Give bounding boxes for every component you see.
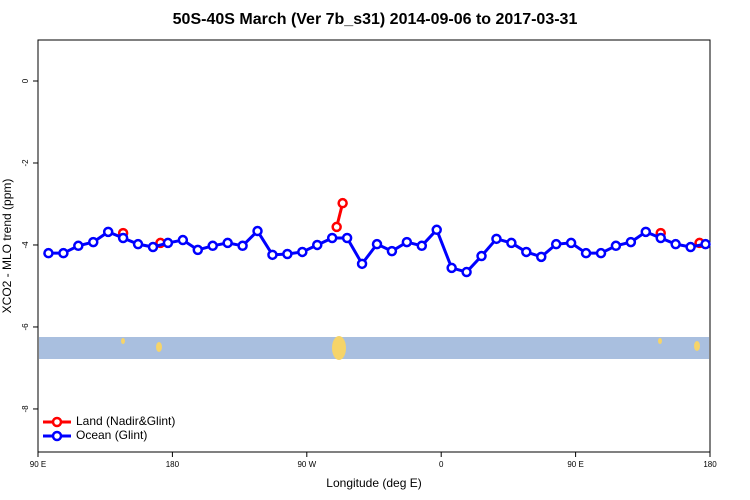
data-point	[640, 226, 652, 238]
data-point	[207, 240, 218, 252]
data-point	[401, 236, 413, 248]
data-point	[312, 239, 323, 251]
data-point	[491, 233, 502, 245]
y-tick-label: -2	[21, 159, 30, 167]
data-point	[282, 248, 293, 260]
x-tick-label: 180	[166, 460, 180, 469]
data-point	[625, 236, 637, 248]
data-point	[192, 244, 204, 256]
x-axis-title: Longitude (deg E)	[326, 476, 421, 490]
data-point	[565, 237, 577, 249]
data-point	[371, 238, 383, 250]
data-point	[326, 232, 338, 244]
data-point	[506, 237, 517, 249]
data-point	[580, 247, 592, 259]
data-point	[177, 234, 189, 246]
data-point	[476, 250, 487, 262]
land-blob	[156, 342, 162, 352]
data-point	[43, 247, 54, 259]
y-tick-label: -6	[21, 323, 30, 331]
land-blob	[658, 338, 662, 344]
x-tick-label: 90 E	[30, 460, 46, 469]
data-point	[222, 237, 233, 249]
legend-label: Land (Nadir&Glint)	[76, 414, 175, 428]
data-point	[700, 238, 711, 250]
data-point	[461, 266, 472, 278]
data-point	[431, 224, 442, 236]
data-point	[132, 238, 144, 250]
x-tick-label: 0	[439, 460, 444, 469]
data-point	[267, 249, 278, 261]
data-point	[610, 240, 622, 252]
x-tick-label: 90 E	[567, 460, 583, 469]
data-point	[88, 236, 99, 248]
data-point	[595, 247, 607, 259]
y-tick-label: 0	[21, 78, 30, 83]
data-point	[550, 238, 562, 250]
data-point	[297, 246, 308, 258]
land-blob	[332, 336, 346, 360]
data-point	[356, 258, 368, 270]
legend-label: Ocean (Glint)	[76, 428, 147, 442]
data-point	[331, 221, 342, 233]
data-point	[341, 232, 353, 244]
data-point	[117, 232, 129, 244]
y-axis-title: XCO2 - MLO trend (ppm)	[0, 179, 14, 314]
data-point	[147, 241, 159, 253]
data-point	[670, 238, 681, 250]
data-point	[521, 246, 532, 258]
data-point	[337, 197, 348, 209]
chart-title: 50S-40S March (Ver 7b_s31) 2014-09-06 to…	[173, 11, 578, 28]
data-point	[685, 241, 696, 253]
series-line	[48, 227, 706, 274]
y-tick-label: -8	[21, 405, 30, 413]
data-point	[73, 240, 84, 252]
x-tick-label: 180	[703, 460, 717, 469]
data-point	[416, 240, 428, 252]
data-point	[536, 251, 547, 263]
data-point	[446, 262, 457, 274]
data-point	[655, 232, 666, 244]
land-blob	[694, 341, 700, 351]
ocean-band	[39, 337, 709, 359]
data-point	[102, 226, 114, 238]
data-point	[58, 247, 69, 259]
y-tick-label: -4	[21, 241, 30, 249]
land-blob	[121, 338, 125, 344]
data-point	[237, 240, 248, 252]
land-mask-strip	[39, 336, 709, 360]
data-point	[386, 245, 398, 257]
legend-marker	[51, 416, 63, 428]
data-point	[252, 225, 263, 237]
legend-marker	[51, 430, 63, 442]
data-point	[162, 237, 174, 249]
x-tick-label: 90 W	[297, 460, 316, 469]
